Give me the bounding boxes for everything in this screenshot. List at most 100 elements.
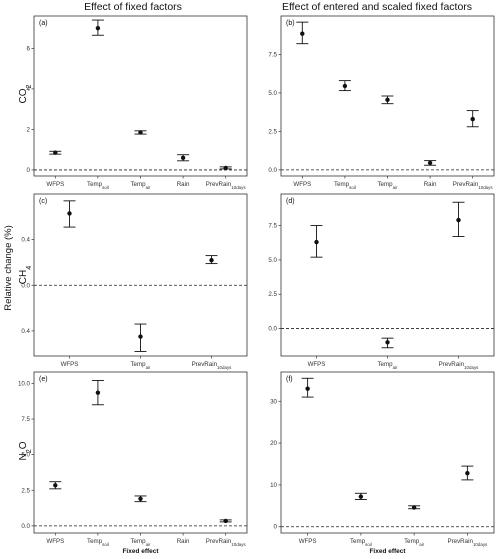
panel-4: (d) 0.0 2.5 5.0 7.5 WFPS Tempair PrevRain10days [268, 193, 495, 370]
x-tick-label-subscript: soil [349, 185, 356, 190]
x-tick-label-subscript: 10days [231, 542, 246, 547]
data-point [456, 217, 461, 223]
gas-label-text: CO [18, 88, 29, 103]
x-tick-label-text: Temp [377, 361, 393, 368]
x-tick-label: Tempsoil [87, 538, 109, 547]
left-column-heading: Effect of fixed factors [84, 1, 182, 13]
x-tick-label: Rain [177, 181, 190, 188]
x-tick-label-subscript: 10days [464, 365, 479, 370]
x-tick-label-subscript: air [146, 542, 151, 547]
y-tick-label: 5.0 [21, 452, 30, 459]
x-tick-label-text: Temp [87, 538, 103, 545]
gas-label: CH4 [18, 266, 33, 284]
gas-label-subscript: 2 [24, 449, 33, 453]
x-tick-label-text: Temp [87, 181, 103, 188]
x-tick-label-text: WFPS [46, 538, 64, 545]
x-tick-label: Tempsoil [87, 181, 109, 190]
gas-label: N2O [18, 441, 33, 460]
data-point [138, 496, 143, 502]
x-tick-label-subscript: air [393, 365, 398, 370]
data-point [209, 257, 214, 263]
y-tick-label: 0.0 [21, 523, 30, 530]
gas-label-tail: O [18, 441, 29, 449]
x-tick-label-text: Rain [177, 181, 190, 188]
data-point [53, 483, 58, 488]
x-tick-label: Tempair [404, 538, 425, 547]
y-tick-label: 10 [270, 482, 277, 489]
right-column-heading: Effect of entered and scaled fixed facto… [282, 1, 472, 13]
x-tick-label-text: PrevRain [192, 361, 218, 368]
x-tick-label-text: PrevRain [439, 361, 465, 368]
y-tick-label: 7.5 [268, 223, 277, 230]
data-point [95, 25, 101, 31]
data-point [385, 340, 390, 345]
x-tick-label-subscript: 10days [478, 185, 493, 190]
data-point [411, 505, 417, 510]
x-tick-label-subscript: air [393, 185, 398, 190]
x-tick-label: Tempsoil [350, 538, 372, 547]
y-axis-label: Relative change (%) [3, 225, 14, 311]
y-tick-label: 10.0 [18, 380, 31, 387]
x-tick-label: WFPS [299, 538, 317, 545]
y-tick-label: 6 [27, 45, 31, 52]
y-tick-label: 0 [27, 167, 31, 174]
y-tick-label: 5.0 [268, 257, 277, 264]
x-tick-label-subscript: air [146, 185, 151, 190]
x-tick-label-text: Temp [404, 538, 420, 545]
x-tick-label-text: Temp [350, 538, 366, 545]
y-tick-label: 0.4 [21, 328, 30, 335]
y-tick-label: 0 [274, 524, 278, 531]
data-point [358, 494, 364, 499]
x-tick-label-subscript: soil [102, 185, 109, 190]
x-tick-label: Rain [424, 181, 437, 188]
data-point [465, 471, 470, 476]
x-tick-label-subscript: air [146, 365, 151, 370]
data-point [67, 211, 72, 216]
x-tick-label-text: Temp [130, 538, 146, 545]
x-tick-label: Tempsoil [334, 181, 356, 190]
data-point [342, 83, 348, 89]
panel-frame [280, 371, 495, 534]
y-tick-label: 7.5 [21, 416, 30, 423]
y-tick-label: 20 [270, 440, 277, 447]
x-tick-label: WFPS [308, 361, 326, 368]
data-point [138, 334, 143, 339]
x-tick-label-text: Temp [334, 181, 350, 188]
x-tick-label: Tempair [377, 181, 398, 190]
x-tick-label: WFPS [46, 181, 64, 188]
gas-label: CO2 [18, 85, 33, 104]
data-point [223, 518, 228, 524]
x-tick-label: Tempair [130, 538, 151, 547]
data-point [53, 150, 58, 155]
x-tick-label: Tempair [130, 181, 151, 190]
data-point [314, 239, 319, 245]
panel-label: (c) [39, 198, 47, 205]
panel-label: (e) [39, 376, 48, 383]
x-tick-label-subscript: air [419, 542, 424, 547]
data-point [427, 160, 433, 166]
panel-3: (c) 0.4 0.0 0.4 WFPS Tempair PrevRain10days CH4 [18, 193, 248, 370]
gas-label-subscript: 4 [24, 266, 33, 270]
x-tick-label: WFPS [46, 538, 64, 545]
gas-label-text: N [18, 453, 29, 460]
x-tick-label-text: WFPS [308, 361, 326, 368]
x-tick-label-text: PrevRain [447, 538, 473, 545]
data-point [180, 155, 186, 160]
y-tick-label: 2.5 [21, 487, 30, 494]
x-tick-label-subscript: soil [102, 542, 109, 547]
x-tick-label: PrevRain10days [206, 538, 247, 547]
panel-frame [33, 15, 248, 177]
x-tick-label-text: WFPS [299, 538, 317, 545]
y-tick-label: 0.4 [21, 237, 30, 244]
y-tick-label: 5.0 [268, 90, 277, 97]
x-tick-label-subscript: 10days [217, 365, 232, 370]
data-point [385, 97, 390, 103]
x-tick-label: Tempair [377, 361, 398, 370]
gas-label-subscript: 2 [24, 85, 33, 89]
data-point [95, 390, 101, 395]
